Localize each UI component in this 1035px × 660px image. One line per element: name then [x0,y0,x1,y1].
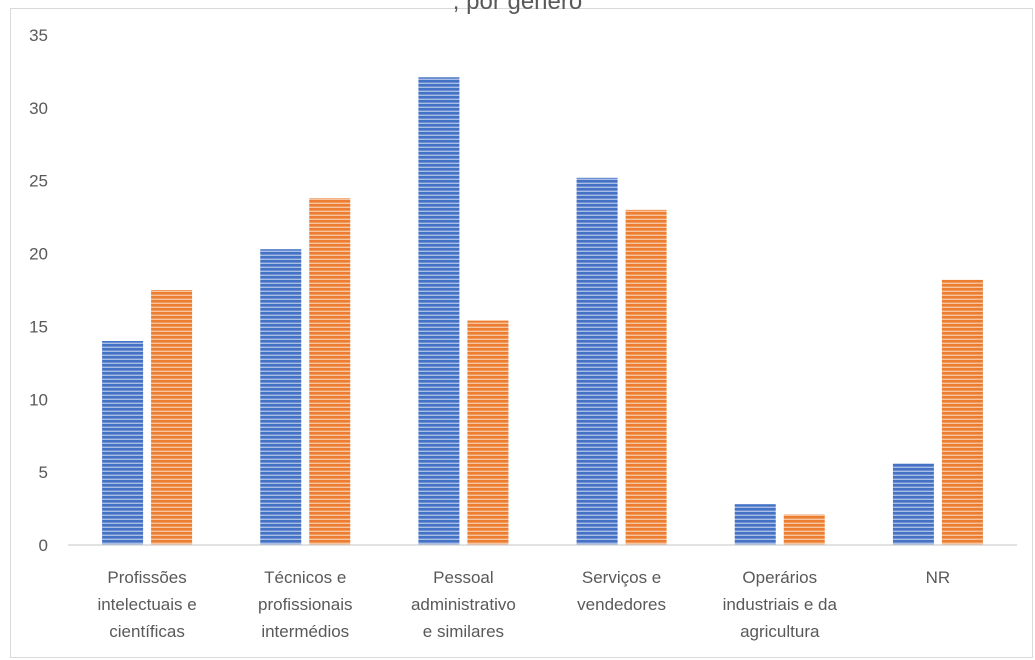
x-category-label: vendedores [577,595,666,614]
bar-series-2 [941,279,983,545]
chart-title: , por género [452,0,583,15]
bar-series-2 [151,290,193,545]
category-labels: Profissões intelectuais e científicas Técni… [97,568,950,641]
chart-frame [10,8,1033,658]
x-category-label: Serviços e [582,568,661,587]
y-tick-label: 20 [29,245,48,264]
bar-series-1 [576,177,618,546]
x-category-label: NR [926,568,951,587]
bar-series-2 [625,209,667,545]
x-category-label: científicas [109,622,185,641]
bars [102,77,983,546]
x-category-label: e similares [423,622,504,641]
y-tick-label: 5 [39,463,48,482]
bar-series-2 [309,198,351,545]
x-category-label: intermédios [261,622,349,641]
y-tick-label: 25 [29,172,48,191]
y-tick-label: 15 [29,317,48,336]
y-tick-label: 0 [39,536,48,555]
y-tick-label: 30 [29,99,48,118]
x-category-label: industriais e da [723,595,838,614]
bar-series-2 [467,320,509,545]
x-category-label: Técnicos e [264,568,346,587]
bar-series-2 [783,514,825,545]
y-tick-label: 35 [29,26,48,45]
y-tick-label: 10 [29,390,48,409]
y-axis-tick-labels: 0 5 10 15 20 25 30 35 [29,26,48,555]
x-category-label: profissionais [258,595,353,614]
x-category-label: intelectuais e [97,595,196,614]
x-category-label: agricultura [740,622,820,641]
bar-series-1 [102,341,144,545]
bar-series-1 [734,504,776,545]
x-category-label: Profissões [107,568,186,587]
bar-series-1 [892,463,934,545]
bar-series-1 [260,249,302,545]
bar-series-1 [418,77,460,545]
x-category-label: Pessoal [433,568,493,587]
x-category-label: Operários [742,568,817,587]
x-category-label: administrativo [411,595,516,614]
